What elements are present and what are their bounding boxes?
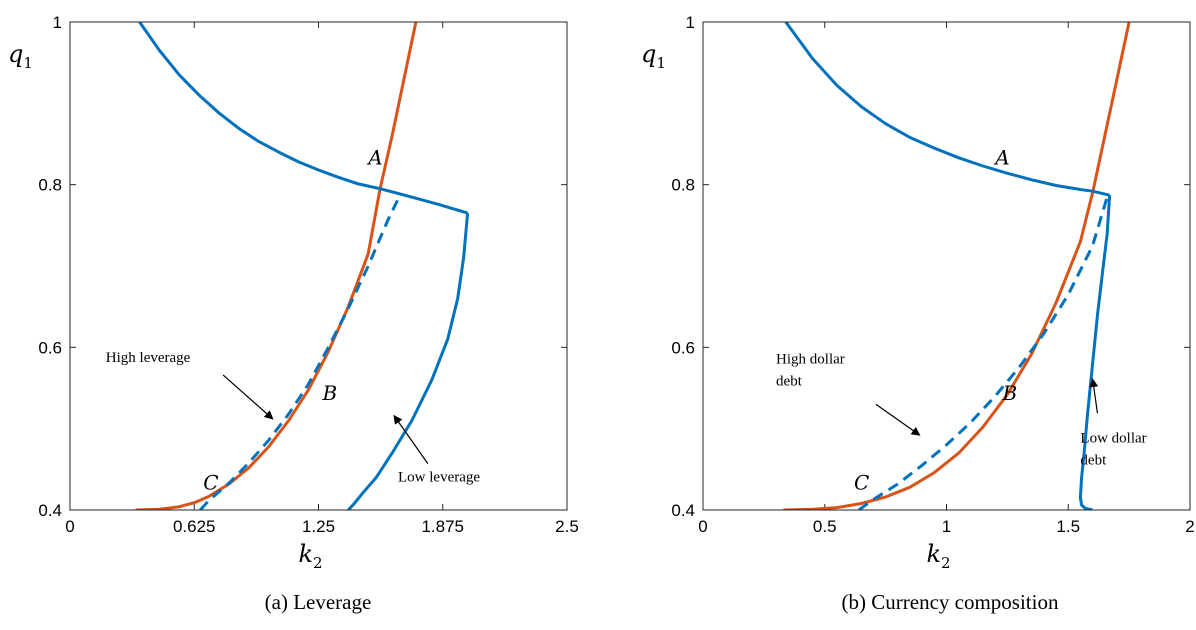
orange-series-line — [783, 22, 1131, 510]
point-label-A: A — [993, 145, 1009, 169]
chart-panel-leverage: 0 0.625 1.25 1.875 2.5 0.4 0.6 0.8 1 A B C High leve… — [8, 13, 579, 614]
blue-series-line — [138, 22, 469, 215]
blue-series-line — [1078, 195, 1112, 510]
y-tick-label: 0.4 — [671, 501, 695, 520]
annotation-arrow — [222, 374, 274, 420]
x-tick-label: 0 — [698, 517, 707, 536]
panel-caption: (b) Currency composition — [842, 590, 1059, 614]
point-label-C: C — [203, 471, 218, 495]
annotation-text: Low dollar — [1080, 430, 1146, 446]
point-label-C: C — [854, 471, 869, 495]
annotation-text: debt — [1080, 452, 1107, 468]
x-tick-label: 2.5 — [555, 517, 579, 536]
blue-series-line — [347, 212, 470, 510]
x-axis-label-subscript: 2 — [313, 554, 323, 572]
x-tick-label: 0 — [65, 517, 74, 536]
y-tick-label: 0.8 — [671, 176, 695, 195]
x-tick-label: 1.875 — [421, 517, 464, 536]
annotation-text: High dollar — [776, 352, 845, 368]
y-tick-label: 0.4 — [38, 501, 62, 520]
dashed-blue-series-line — [857, 196, 1109, 510]
y-axis-label: q1 — [8, 40, 33, 72]
chart-panel-currency-composition: 0 0.5 1 1.5 2 0.4 0.6 0.8 1 A B C High dollar debt Low… — [641, 13, 1195, 614]
annotation-arrow — [393, 414, 429, 464]
x-tick-label: 1.25 — [302, 517, 335, 536]
point-label-B: B — [1002, 381, 1018, 405]
x-axis-label: k2 — [926, 540, 950, 572]
annotation-arrow — [875, 403, 921, 436]
point-label-B: B — [321, 381, 337, 405]
plot-frame — [702, 21, 1191, 511]
y-tick-label: 0.6 — [671, 338, 695, 357]
x-axis-label-subscript: 2 — [941, 554, 951, 572]
plot-frame — [69, 21, 568, 511]
y-axis-label-subscript: 1 — [23, 54, 33, 72]
annotation-text: Low leverage — [398, 470, 480, 486]
y-axis-label: q1 — [641, 40, 666, 72]
annotation-arrow — [1089, 378, 1099, 414]
x-axis-label: k2 — [298, 540, 322, 572]
x-tick-label: 0.625 — [173, 517, 216, 536]
y-axis-label-subscript: 1 — [656, 54, 666, 72]
y-tick-label: 1 — [53, 13, 62, 32]
x-tick-label: 2 — [1185, 517, 1194, 536]
annotation-text: debt — [776, 374, 803, 390]
annotation-text: High leverage — [106, 350, 191, 366]
blue-series-line — [784, 22, 1110, 197]
orange-series-line — [135, 22, 418, 510]
panel-caption: (a) Leverage — [265, 590, 372, 614]
y-tick-label: 0.6 — [38, 338, 62, 357]
x-tick-label: 1 — [942, 517, 951, 536]
x-tick-label: 1.5 — [1056, 517, 1080, 536]
y-tick-label: 1 — [686, 13, 695, 32]
dashed-blue-series-line — [199, 194, 402, 510]
x-tick-label: 0.5 — [813, 517, 837, 536]
point-label-A: A — [366, 145, 382, 169]
y-tick-label: 0.8 — [38, 176, 62, 195]
